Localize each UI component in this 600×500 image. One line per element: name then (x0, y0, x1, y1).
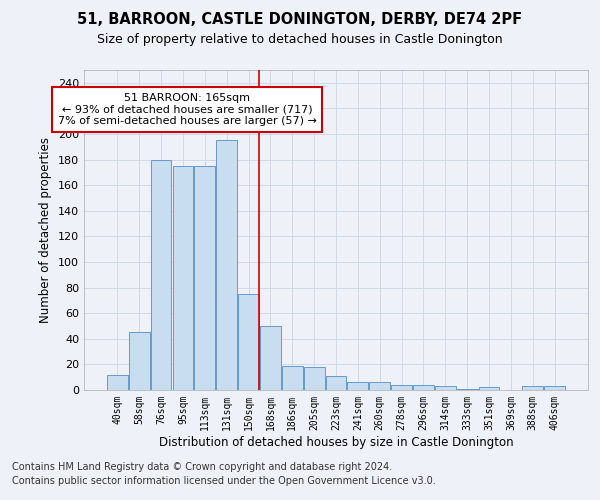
Bar (238, 294, 259, 390)
Text: Contains HM Land Registry data © Crown copyright and database right 2024.: Contains HM Land Registry data © Crown c… (12, 462, 392, 472)
Bar (304, 367, 325, 390)
Bar (194, 166, 215, 390)
Text: Contains public sector information licensed under the Open Government Licence v3: Contains public sector information licen… (12, 476, 436, 486)
Bar (151, 160, 172, 390)
Bar (413, 385, 434, 390)
Bar (544, 386, 565, 390)
Text: Size of property relative to detached houses in Castle Donington: Size of property relative to detached ho… (97, 32, 503, 46)
Bar (523, 386, 543, 390)
Bar (391, 385, 412, 390)
Bar (260, 326, 281, 390)
Bar (457, 388, 478, 390)
X-axis label: Distribution of detached houses by size in Castle Donington: Distribution of detached houses by size … (158, 436, 514, 448)
Bar (347, 382, 368, 390)
Text: 51 BARROON: 165sqm
← 93% of detached houses are smaller (717)
7% of semi-detache: 51 BARROON: 165sqm ← 93% of detached hou… (58, 93, 317, 126)
Bar (435, 386, 456, 390)
Bar (173, 166, 193, 390)
Bar (107, 374, 128, 390)
Bar (216, 140, 237, 390)
Y-axis label: Number of detached properties: Number of detached properties (40, 137, 52, 323)
Text: 51, BARROON, CASTLE DONINGTON, DERBY, DE74 2PF: 51, BARROON, CASTLE DONINGTON, DERBY, DE… (77, 12, 523, 28)
Bar (479, 388, 499, 390)
Bar (370, 382, 390, 390)
Bar (282, 366, 302, 390)
Bar (129, 332, 149, 390)
Bar (326, 376, 346, 390)
